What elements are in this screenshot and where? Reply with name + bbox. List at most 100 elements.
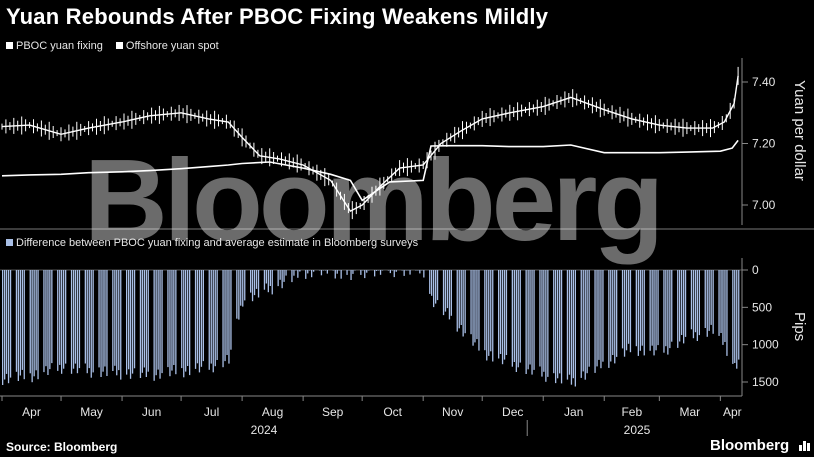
bar-diff	[598, 270, 600, 360]
bar-diff	[183, 270, 185, 378]
bar-diff	[547, 270, 549, 377]
bar-diff	[403, 270, 405, 276]
bar-diff	[627, 270, 630, 344]
bloomberg-logo: Bloomberg	[710, 437, 790, 454]
source-note: Source: Bloomberg	[6, 440, 118, 454]
legend-swatch-spot	[115, 42, 123, 49]
x-tick-label-month: May	[80, 405, 103, 419]
bar-diff	[667, 270, 669, 355]
bar-diff	[710, 270, 712, 325]
bar-diff	[299, 270, 301, 272]
bar-diff	[102, 270, 104, 372]
bar-diff	[677, 270, 679, 348]
bar-chart-icon	[799, 441, 810, 451]
bar-diff	[153, 270, 155, 381]
bar-diff	[531, 270, 533, 375]
bar-diff	[129, 270, 132, 379]
bar-diff	[332, 270, 334, 271]
bar-diff	[145, 270, 147, 377]
x-tick-label-month: Jan	[564, 405, 583, 419]
bar-diff	[336, 270, 338, 274]
bar-diff	[553, 270, 555, 374]
bar-diff	[389, 270, 391, 274]
bar-diff	[86, 270, 88, 374]
bar-diff	[692, 270, 695, 339]
bar-diff	[362, 270, 364, 271]
bar-diff	[460, 270, 462, 325]
bar-diff	[374, 270, 376, 277]
bar-diff	[2, 270, 4, 385]
bar-diff	[651, 270, 653, 346]
bar-diff	[118, 270, 120, 371]
y-tick-label-bottom: 1500	[752, 375, 779, 389]
bar-diff	[147, 270, 149, 372]
bar-diff	[596, 270, 598, 367]
bar-diff	[309, 270, 311, 271]
bar-diff	[228, 270, 230, 364]
bar-diff	[104, 270, 106, 367]
bar-diff	[490, 270, 492, 352]
bar-diff	[279, 270, 281, 280]
chart-title: Yuan Rebounds After PBOC Fixing Weakens …	[6, 4, 549, 29]
x-tick-label-month: Aug	[262, 405, 283, 419]
bar-diff	[629, 270, 632, 353]
bar-diff	[560, 270, 563, 384]
bar-diff	[271, 270, 273, 295]
bar-diff	[708, 270, 710, 331]
bar-diff	[255, 270, 258, 289]
bar-diff	[584, 270, 586, 380]
bar-diff	[238, 270, 240, 320]
bar-diff	[59, 270, 61, 365]
bar-diff	[78, 270, 81, 369]
bar-diff	[588, 270, 590, 367]
bar-diff	[415, 270, 417, 271]
bar-diff	[643, 270, 645, 356]
bar-diff	[45, 270, 47, 367]
bar-diff	[671, 270, 673, 342]
bar-diff	[456, 270, 458, 332]
bar-diff	[442, 270, 445, 316]
bar-diff	[608, 270, 610, 368]
bar-diff	[612, 270, 614, 355]
bar-diff	[525, 270, 527, 374]
bar-diff	[222, 270, 224, 368]
bar-diff	[348, 270, 350, 271]
bar-diff	[726, 270, 728, 356]
bar-diff	[139, 270, 142, 378]
bar-diff	[283, 270, 285, 282]
bar-diff	[635, 270, 637, 347]
bar-diff	[429, 270, 431, 294]
bar-diff	[216, 270, 218, 360]
bar-diff	[84, 270, 86, 364]
bar-diff	[614, 270, 616, 364]
bar-diff	[196, 270, 199, 364]
bar-diff	[326, 270, 328, 274]
legend-swatch-fixing	[6, 42, 13, 49]
bar-diff	[594, 270, 596, 373]
bar-diff	[106, 270, 108, 376]
y-tick-label-bottom: 0	[752, 263, 759, 277]
y-tick-label-top: 7.40	[752, 75, 776, 89]
bar-diff	[472, 270, 474, 346]
bar-diff	[4, 270, 6, 380]
bar-diff	[732, 270, 734, 364]
bar-diff	[313, 270, 315, 272]
bar-diff	[171, 270, 173, 371]
bar-diff	[423, 270, 425, 278]
bar-diff	[324, 270, 327, 271]
bar-diff	[90, 270, 92, 378]
bar-diff	[230, 270, 232, 350]
x-year-label-2024: 2024	[251, 423, 278, 437]
bar-diff	[570, 270, 573, 385]
bar-diff	[189, 270, 191, 376]
bar-diff	[63, 270, 65, 369]
y-axis-label-top: Yuan per dollar	[791, 80, 808, 181]
bar-diff	[470, 270, 472, 335]
bar-diff	[21, 270, 23, 370]
bar-diff	[263, 270, 266, 290]
bar-diff	[663, 270, 665, 353]
bar-diff	[236, 270, 238, 319]
bar-diff	[250, 270, 252, 293]
bar-diff	[360, 270, 362, 275]
bar-diff	[492, 270, 494, 362]
